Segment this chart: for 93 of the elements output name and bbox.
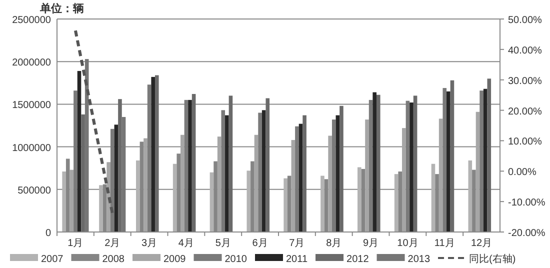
bar	[266, 98, 270, 232]
x-tick-label: 1月	[68, 238, 84, 249]
legend-label: 2011	[286, 254, 308, 265]
y-axis-title: 单位：辆	[39, 2, 84, 15]
bar	[406, 100, 410, 232]
x-tick-label: 9月	[363, 238, 379, 249]
bar	[372, 92, 376, 232]
bar	[402, 128, 406, 232]
x-tick-label: 10月	[397, 238, 418, 249]
bar	[144, 138, 148, 232]
bar	[320, 176, 324, 232]
bar	[450, 80, 454, 232]
bar	[210, 172, 214, 232]
bar	[184, 100, 188, 232]
legend-label: 2009	[164, 254, 186, 265]
y-tick-label: 1500000	[12, 100, 52, 112]
bar	[180, 134, 184, 232]
bar	[192, 94, 196, 232]
bar	[110, 128, 114, 232]
bar	[217, 136, 222, 232]
bar	[368, 100, 373, 232]
bar	[136, 160, 140, 232]
x-tick-label: 6月	[252, 238, 268, 249]
bar	[483, 88, 488, 232]
bar	[476, 112, 480, 232]
bar	[114, 124, 118, 232]
legend-label: 2010	[224, 254, 248, 265]
bar	[221, 110, 226, 232]
legend-label: 2012	[346, 254, 370, 265]
bar	[468, 160, 472, 232]
bar	[254, 134, 258, 232]
bar	[291, 140, 296, 232]
bar	[99, 185, 103, 232]
x-tick-label: 12月	[470, 238, 492, 249]
y2-tick-label: 10.00%	[508, 136, 542, 148]
bar	[302, 115, 306, 232]
bar	[118, 99, 122, 232]
bar	[284, 178, 288, 232]
bar	[413, 96, 418, 232]
y-tick-label: 1000000	[12, 142, 52, 154]
x-tick-label: 7月	[289, 238, 305, 249]
bar	[480, 90, 484, 232]
bar	[410, 102, 414, 232]
bar	[295, 126, 299, 232]
bar	[487, 78, 492, 232]
bar	[246, 170, 251, 232]
y2-tick-label: 0.00%	[508, 167, 536, 178]
legend-label: 2008	[102, 254, 125, 265]
y2-tick-label: 30.00%	[508, 76, 542, 87]
y-tick-label: 2000000	[12, 58, 52, 69]
bar	[74, 90, 78, 232]
bar	[258, 112, 262, 232]
bar	[151, 76, 155, 232]
legend-label: 同比(右轴)	[469, 253, 516, 265]
y-tick-label: 0	[45, 228, 52, 239]
bar	[62, 172, 66, 232]
x-tick-label: 5月	[215, 238, 231, 249]
bar	[154, 75, 159, 232]
bar	[77, 70, 82, 232]
bar	[446, 91, 450, 232]
y2-tick-label: 20.00%	[508, 106, 542, 118]
x-tick-label: 8月	[326, 238, 342, 249]
y-tick-label: 500000	[18, 185, 52, 196]
y-tick-label: 2500000	[12, 15, 52, 26]
bar	[228, 96, 233, 232]
bar	[172, 164, 177, 232]
bar	[340, 106, 344, 232]
bar	[442, 88, 447, 232]
legend-label: 2013	[408, 254, 430, 265]
bar	[262, 110, 266, 232]
bar	[336, 115, 340, 232]
bar	[438, 118, 443, 232]
bar	[376, 94, 380, 232]
bar	[431, 164, 436, 232]
y2-tick-label: 50.00%	[508, 15, 542, 26]
bar	[358, 167, 362, 232]
bar	[147, 84, 152, 232]
legend-label: 2007	[41, 254, 64, 265]
x-tick-label: 11月	[434, 238, 455, 249]
bar	[188, 100, 192, 232]
bar	[365, 120, 369, 232]
x-tick-label: 4月	[178, 238, 194, 249]
bar	[298, 124, 303, 232]
bar	[70, 170, 74, 232]
y2-tick-label: 40.00%	[508, 45, 542, 56]
bar	[394, 174, 398, 232]
x-tick-label: 2月	[104, 238, 120, 249]
x-tick-label: 3月	[142, 238, 158, 249]
bar	[332, 120, 336, 232]
y2-tick-label: -10.00%	[508, 198, 546, 209]
bar	[328, 136, 332, 232]
y2-tick-label: -20.00%	[508, 228, 546, 239]
bar	[225, 115, 229, 232]
